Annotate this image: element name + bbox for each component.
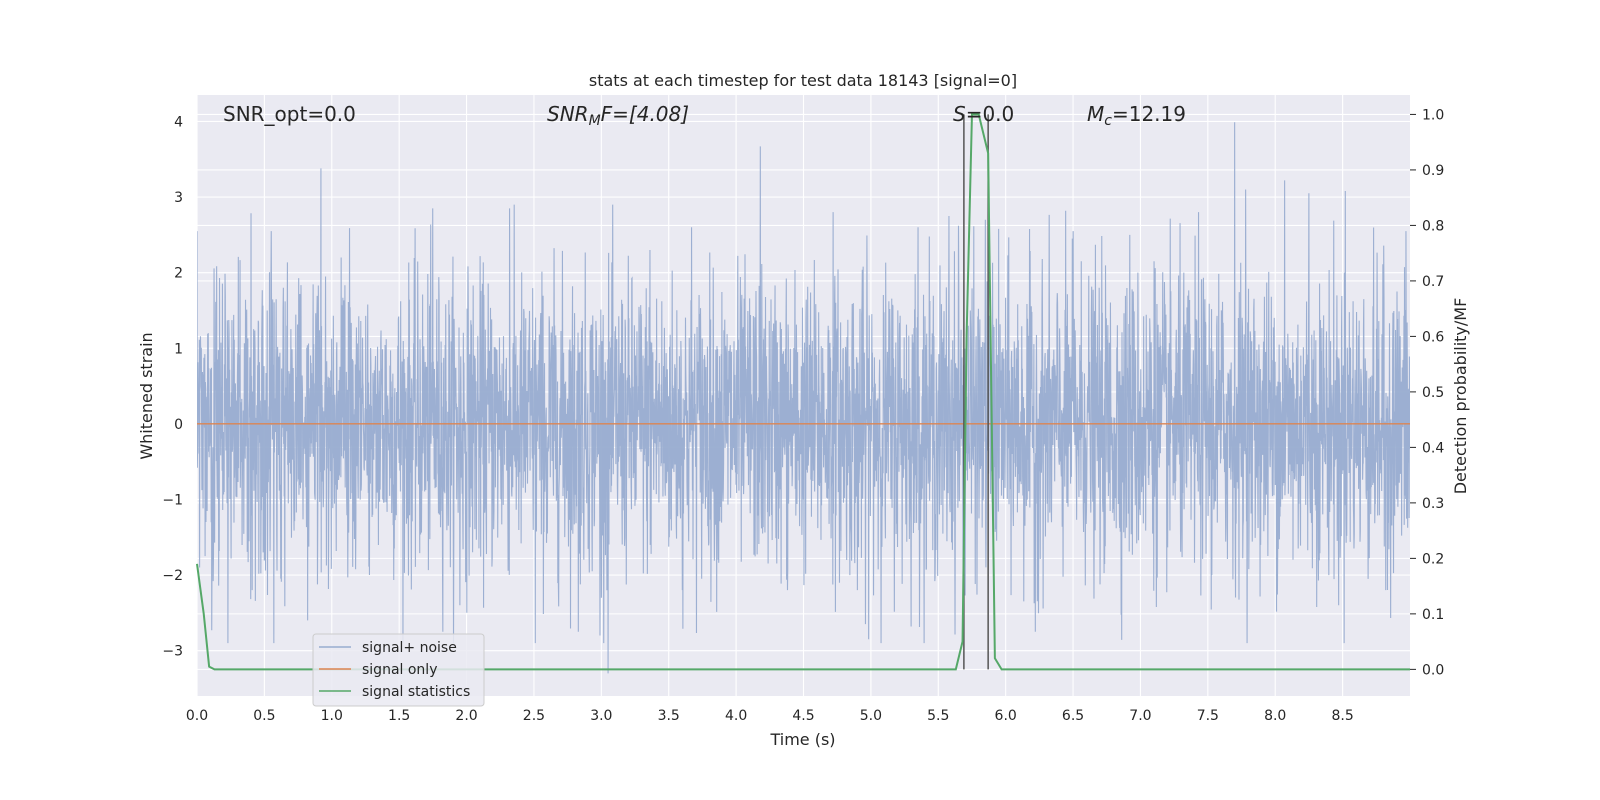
y-tick-label-left: −1 <box>162 492 183 508</box>
y-tick-label-right: 0.0 <box>1422 662 1444 678</box>
x-tick-label: 6.0 <box>995 708 1017 724</box>
y-tick-label-right: 0.3 <box>1422 496 1444 512</box>
x-tick-label: 5.0 <box>860 708 882 724</box>
y-tick-label-right: 1.0 <box>1422 107 1444 123</box>
x-tick-label: 6.5 <box>1062 708 1084 724</box>
x-tick-label: 3.0 <box>590 708 612 724</box>
x-tick-label: 3.5 <box>658 708 680 724</box>
x-tick-label: 7.0 <box>1129 708 1151 724</box>
x-tick-label: 7.5 <box>1197 708 1219 724</box>
annotation-snr-mf: SNRMF=[4.08] <box>547 102 689 129</box>
annotation-s: S=0.0 <box>953 102 1014 126</box>
tick-labels: 0.0 0.5 1.0 1.5 2.0 2.5 3.0 3.5 4.0 4.5 5.0 5.5 6.0 6… <box>162 107 1444 724</box>
legend-label-signal-noise: signal+ noise <box>362 640 457 656</box>
y-tick-label-right: 0.1 <box>1422 607 1444 623</box>
y-tick-label-right: 0.9 <box>1422 163 1444 179</box>
chart-title: stats at each timestep for test data 181… <box>589 71 1017 90</box>
x-tick-label: 4.5 <box>792 708 814 724</box>
legend-box <box>312 633 485 707</box>
x-tick-label: 5.5 <box>927 708 949 724</box>
series-layer <box>197 122 1410 674</box>
x-tick-label: 0.0 <box>186 708 208 724</box>
vertical-markers <box>196 113 1410 671</box>
series-line-signal-statistics <box>196 113 1410 671</box>
y-tick-label-left: 0 <box>174 417 183 433</box>
y-tick-label-left: −2 <box>162 568 183 584</box>
x-tick-label: 1.5 <box>388 708 410 724</box>
y-axis-label-left: Whitened strain <box>137 332 156 459</box>
annotation-snr-opt: SNR_opt=0.0 <box>223 102 356 126</box>
annotation-mc: Mc=12.19 <box>1087 102 1186 129</box>
x-axis-label: Time (s) <box>769 730 835 749</box>
y-tick-label-right: 0.6 <box>1422 329 1444 345</box>
y-tick-label-right: 0.5 <box>1422 385 1444 401</box>
y-tick-label-left: 1 <box>174 341 183 357</box>
x-tick-label: 0.5 <box>253 708 275 724</box>
x-tick-label: 4.0 <box>725 708 747 724</box>
x-tick-label: 2.0 <box>455 708 477 724</box>
x-tick-label: 8.0 <box>1264 708 1286 724</box>
x-tick-label: 8.5 <box>1331 708 1353 724</box>
legend-label-signal-statistics: signal statistics <box>362 684 470 700</box>
series-line-signal-noise <box>197 122 1410 674</box>
x-tick-label: 1.0 <box>321 708 343 724</box>
y-axis-label-right: Detection probability/MF <box>1451 298 1470 495</box>
y-tick-label-right: 0.2 <box>1422 551 1444 567</box>
legend: signal+ noise signal only signal statist… <box>312 633 485 707</box>
legend-label-signal-only: signal only <box>362 662 437 678</box>
y-tick-label-right: 0.8 <box>1422 218 1444 234</box>
y-tick-label-left: 2 <box>174 266 183 282</box>
y-tick-label-left: 3 <box>174 190 183 206</box>
y-tick-label-left: 4 <box>174 114 183 130</box>
y-tick-label-right: 0.4 <box>1422 440 1444 456</box>
x-tick-label: 2.5 <box>523 708 545 724</box>
y-tick-label-left: −3 <box>162 644 183 660</box>
y-tick-label-right: 0.7 <box>1422 274 1444 290</box>
